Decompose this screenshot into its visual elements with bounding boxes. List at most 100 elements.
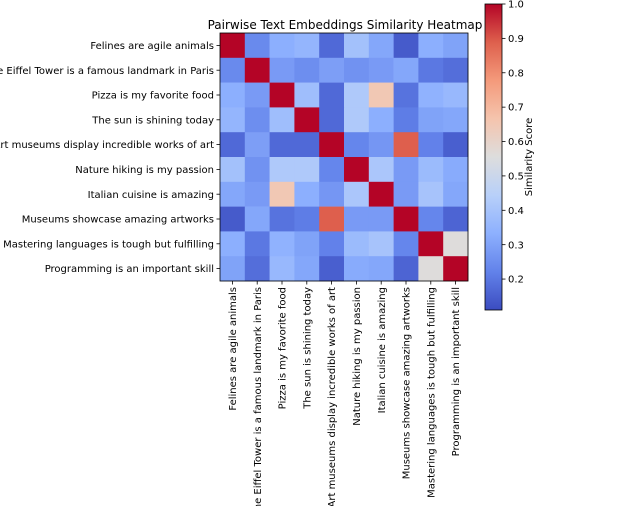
heatmap-cell-r2-c6 bbox=[368, 82, 394, 108]
heatmap-cell-r4-c3 bbox=[294, 132, 320, 158]
heatmap-cell-r0-c2 bbox=[269, 33, 295, 59]
heatmap-cell-r5-c9 bbox=[443, 157, 469, 183]
heatmap-cell-r3-c2 bbox=[269, 107, 295, 133]
heatmap-cell-r7-c8 bbox=[418, 206, 444, 232]
colorbar-tick-label: 0.8 bbox=[508, 68, 524, 79]
heatmap-cell-r3-c6 bbox=[368, 107, 394, 133]
heatmap-cell-r8-c6 bbox=[368, 231, 394, 257]
heatmap-cell-r4-c8 bbox=[418, 132, 444, 158]
heatmap-cell-r8-c7 bbox=[393, 231, 419, 257]
column-label: Felines are agile animals bbox=[228, 287, 239, 411]
heatmap-cell-r9-c6 bbox=[368, 256, 394, 282]
colorbar-tick-label: 0.6 bbox=[508, 137, 524, 148]
colorbar-label: Similarity Score bbox=[524, 118, 535, 196]
row-label: Italian cuisine is amazing bbox=[88, 190, 214, 201]
heatmap-cell-r9-c4 bbox=[319, 256, 345, 282]
heatmap-cell-r3-c0 bbox=[220, 107, 246, 133]
heatmap-cell-r0-c0 bbox=[220, 33, 246, 59]
column-label: Museums showcase amazing artworks bbox=[402, 287, 413, 479]
heatmap-cell-r8-c9 bbox=[443, 231, 469, 257]
heatmap-cell-r6-c6 bbox=[368, 181, 394, 207]
column-label: Nature hiking is my passion bbox=[352, 287, 363, 426]
heatmap-cell-r3-c4 bbox=[319, 107, 345, 133]
heatmap-cell-r7-c2 bbox=[269, 206, 295, 232]
column-label: Art museums display incredible works of … bbox=[327, 287, 338, 506]
heatmap-cell-r8-c1 bbox=[244, 231, 270, 257]
heatmap-cell-r2-c2 bbox=[269, 82, 295, 108]
heatmap-cell-r0-c4 bbox=[319, 33, 345, 59]
heatmap-cell-r7-c5 bbox=[344, 206, 370, 232]
heatmap-cell-r7-c6 bbox=[368, 206, 394, 232]
heatmap-cell-r7-c3 bbox=[294, 206, 320, 232]
heatmap-cell-r5-c1 bbox=[244, 157, 270, 183]
heatmap-cell-r5-c3 bbox=[294, 157, 320, 183]
colorbar-tick-label: 0.7 bbox=[508, 103, 524, 114]
heatmap-cell-r4-c1 bbox=[244, 132, 270, 158]
colorbar-tick-label: 1.0 bbox=[508, 0, 524, 11]
heatmap-cell-r9-c3 bbox=[294, 256, 320, 282]
heatmap-cell-r6-c9 bbox=[443, 181, 469, 207]
heatmap-cell-r5-c2 bbox=[269, 157, 295, 183]
heatmap-cell-r2-c4 bbox=[319, 82, 345, 108]
heatmap-cell-r7-c4 bbox=[319, 206, 345, 232]
colorbar: 0.2 0.3 0.4 0.5 0.6 0.7 0.8 0.9 1.0 Similarity S… bbox=[484, 0, 535, 311]
heatmap-cell-r8-c5 bbox=[344, 231, 370, 257]
heatmap-cell-r6-c8 bbox=[418, 181, 444, 207]
heatmap-cell-r6-c2 bbox=[269, 181, 295, 207]
heatmap-cell-r3-c9 bbox=[443, 107, 469, 133]
heatmap-cell-r9-c7 bbox=[393, 256, 419, 282]
row-label: The Eiffel Tower is a famous landmark in… bbox=[0, 66, 214, 77]
chart-title: Pairwise Text Embeddings Similarity Heat… bbox=[208, 18, 483, 32]
heatmap-cell-r2-c8 bbox=[418, 82, 444, 108]
heatmap-cell-r9-c2 bbox=[269, 256, 295, 282]
heatmap-cell-r1-c0 bbox=[220, 57, 246, 83]
heatmap-cell-r6-c7 bbox=[393, 181, 419, 207]
column-labels: Felines are agile animals The Eiffel Towe… bbox=[228, 281, 462, 506]
column-label: Programming is an important skill bbox=[451, 287, 462, 456]
heatmap-cell-r7-c0 bbox=[220, 206, 246, 232]
heatmap-cell-r0-c3 bbox=[294, 33, 320, 59]
column-label: The Eiffel Tower is a famous landmark in… bbox=[253, 287, 264, 506]
heatmap-cell-r9-c5 bbox=[344, 256, 370, 282]
colorbar-gradient bbox=[484, 3, 503, 311]
heatmap-cell-r9-c0 bbox=[220, 256, 246, 282]
heatmap-cell-r0-c6 bbox=[368, 33, 394, 59]
heatmap-cell-r4-c2 bbox=[269, 132, 295, 158]
row-label: Museums showcase amazing artworks bbox=[22, 215, 214, 226]
heatmap-cell-r6-c3 bbox=[294, 181, 320, 207]
heatmap-cell-r1-c6 bbox=[368, 57, 394, 83]
colorbar-tick-label: 0.5 bbox=[508, 172, 524, 183]
heatmap-cell-r2-c7 bbox=[393, 82, 419, 108]
heatmap-cell-r0-c1 bbox=[244, 33, 270, 59]
heatmap-cell-r5-c7 bbox=[393, 157, 419, 183]
row-label: Programming is an important skill bbox=[45, 264, 214, 275]
heatmap-cell-r2-c0 bbox=[220, 82, 246, 108]
heatmap-cell-r2-c5 bbox=[344, 82, 370, 108]
row-label: Art museums display incredible works of … bbox=[0, 140, 214, 151]
heatmap-cell-r7-c9 bbox=[443, 206, 469, 232]
colorbar-tick-label: 0.9 bbox=[508, 34, 524, 45]
column-label: Italian cuisine is amazing bbox=[377, 287, 388, 413]
heatmap-cell-r2-c1 bbox=[244, 82, 270, 108]
row-label: Felines are agile animals bbox=[90, 41, 214, 52]
heatmap-cell-r1-c4 bbox=[319, 57, 345, 83]
heatmap-cell-r7-c1 bbox=[244, 206, 270, 232]
plot-frame bbox=[219, 32, 469, 282]
row-label: Pizza is my favorite food bbox=[92, 91, 214, 102]
heatmap-cell-r8-c0 bbox=[220, 231, 246, 257]
column-label: The sun is shining today bbox=[302, 287, 313, 410]
heatmap-cell-r6-c5 bbox=[344, 181, 370, 207]
heatmap-cell-r6-c4 bbox=[319, 181, 345, 207]
heatmap-cells bbox=[220, 33, 469, 282]
heatmap-cell-r3-c5 bbox=[344, 107, 370, 133]
heatmap-cell-r7-c7 bbox=[393, 206, 419, 232]
colorbar-tick-label: 0.4 bbox=[508, 206, 524, 217]
heatmap-cell-r4-c9 bbox=[443, 132, 469, 158]
heatmap-cell-r4-c5 bbox=[344, 132, 370, 158]
heatmap-cell-r9-c9 bbox=[443, 256, 469, 282]
heatmap-cell-r5-c8 bbox=[418, 157, 444, 183]
column-label: Mastering languages is tough but fulfill… bbox=[426, 287, 437, 498]
heatmap-cell-r6-c0 bbox=[220, 181, 246, 207]
heatmap-cell-r3-c3 bbox=[294, 107, 320, 133]
